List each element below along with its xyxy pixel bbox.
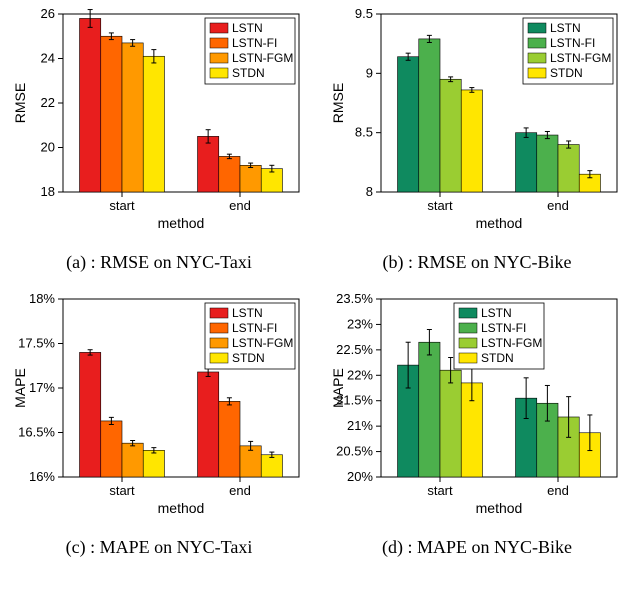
svg-text:LSTN-FGM: LSTN-FGM xyxy=(232,51,293,65)
panel-b: 8 8.5 9 9.5 RMSE start end method LSTNLSTN-FILST… xyxy=(318,0,636,285)
svg-text:18%: 18% xyxy=(29,291,55,306)
svg-text:20: 20 xyxy=(41,140,55,155)
svg-text:23%: 23% xyxy=(347,316,373,331)
svg-text:LSTN-FGM: LSTN-FGM xyxy=(232,336,293,350)
bar xyxy=(558,145,579,192)
bar xyxy=(122,443,143,477)
caption-d: (d) : MAPE on NYC-Bike xyxy=(322,537,632,558)
svg-text:LSTN-FI: LSTN-FI xyxy=(550,36,595,50)
svg-text:end: end xyxy=(229,198,251,213)
svg-text:20%: 20% xyxy=(347,469,373,484)
svg-text:16.5%: 16.5% xyxy=(18,425,55,440)
svg-text:LSTN: LSTN xyxy=(232,21,263,35)
svg-text:start: start xyxy=(427,198,453,213)
svg-text:end: end xyxy=(547,198,569,213)
svg-text:STDN: STDN xyxy=(481,351,514,365)
chart-grid: 1820222426RMSEstartendmethodLSTNLSTN-FIL… xyxy=(0,0,636,570)
svg-text:end: end xyxy=(229,483,251,498)
svg-text:LSTN: LSTN xyxy=(232,306,263,320)
bar xyxy=(219,401,240,477)
bar xyxy=(198,372,219,477)
svg-text:26: 26 xyxy=(41,6,55,21)
svg-text:8.5: 8.5 xyxy=(355,125,373,140)
svg-text:23.5%: 23.5% xyxy=(336,291,373,306)
bar xyxy=(516,133,537,192)
svg-text:start: start xyxy=(109,198,135,213)
caption-a: (a) : RMSE on NYC-Taxi xyxy=(4,252,314,273)
svg-text:MAPE: MAPE xyxy=(330,368,346,408)
svg-text:20.5%: 20.5% xyxy=(336,444,373,459)
bar xyxy=(143,56,164,192)
svg-text:22.5%: 22.5% xyxy=(336,342,373,357)
caption-c: (c) : MAPE on NYC-Taxi xyxy=(4,537,314,558)
svg-text:LSTN-FGM: LSTN-FGM xyxy=(550,51,611,65)
chart-b: 8 8.5 9 9.5 RMSE start end method LSTNLSTN-FILST… xyxy=(327,4,627,234)
svg-text:LSTN: LSTN xyxy=(550,21,581,35)
svg-text:9: 9 xyxy=(366,65,373,80)
svg-text:LSTN-FI: LSTN-FI xyxy=(481,321,526,335)
svg-text:end: end xyxy=(547,483,569,498)
svg-text:18: 18 xyxy=(41,184,55,199)
svg-text:22%: 22% xyxy=(347,367,373,382)
caption-b: (b) : RMSE on NYC-Bike xyxy=(322,252,632,273)
bar xyxy=(419,39,440,192)
svg-text:17.5%: 17.5% xyxy=(18,336,55,351)
svg-text:16%: 16% xyxy=(29,469,55,484)
svg-text:17%: 17% xyxy=(29,380,55,395)
svg-text:RMSE: RMSE xyxy=(330,83,346,123)
bar xyxy=(398,57,419,192)
bar xyxy=(537,135,558,192)
chart-c: 16% 16.5% 17% 17.5% 18% MAPE start end method LST… xyxy=(9,289,309,519)
svg-text:method: method xyxy=(476,500,523,516)
bar xyxy=(440,370,461,477)
svg-text:method: method xyxy=(158,500,205,516)
svg-text:start: start xyxy=(427,483,453,498)
svg-text:21%: 21% xyxy=(347,418,373,433)
svg-text:RMSE: RMSE xyxy=(12,83,28,123)
bar xyxy=(261,455,282,477)
bar xyxy=(80,18,101,192)
svg-text:8: 8 xyxy=(366,184,373,199)
bar xyxy=(101,36,122,192)
bar xyxy=(198,136,219,192)
bar xyxy=(461,90,482,192)
svg-text:method: method xyxy=(476,215,523,231)
svg-text:LSTN-FGM: LSTN-FGM xyxy=(481,336,542,350)
bar xyxy=(122,43,143,192)
svg-text:STDN: STDN xyxy=(232,66,265,80)
bar xyxy=(419,342,440,477)
svg-text:STDN: STDN xyxy=(232,351,265,365)
bar xyxy=(240,165,261,192)
bar xyxy=(219,156,240,192)
svg-text:start: start xyxy=(109,483,135,498)
svg-text:24: 24 xyxy=(41,51,55,66)
chart-d: 20%20.5%21%21.5%22%22.5%23%23.5%MAPEstar… xyxy=(327,289,627,519)
svg-text:LSTN: LSTN xyxy=(481,306,512,320)
svg-text:9.5: 9.5 xyxy=(355,6,373,21)
svg-text:LSTN-FI: LSTN-FI xyxy=(232,36,277,50)
svg-text:MAPE: MAPE xyxy=(12,368,28,408)
bar xyxy=(80,352,101,477)
panel-a: 18 20 22 24 26 RMSE start end method LSTNLSTN-FIL… xyxy=(0,0,318,285)
svg-text:STDN: STDN xyxy=(550,66,583,80)
bar xyxy=(143,450,164,477)
bar xyxy=(440,79,461,192)
svg-text:method: method xyxy=(158,215,205,231)
panel-d: 20%20.5%21%21.5%22%22.5%23%23.5%MAPEstar… xyxy=(318,285,636,570)
svg-text:LSTN-FI: LSTN-FI xyxy=(232,321,277,335)
svg-text:22: 22 xyxy=(41,95,55,110)
bar xyxy=(101,421,122,477)
panel-c: 16% 16.5% 17% 17.5% 18% MAPE start end method LST… xyxy=(0,285,318,570)
chart-a: 18 20 22 24 26 RMSE start end method LSTNLSTN-FIL… xyxy=(9,4,309,234)
